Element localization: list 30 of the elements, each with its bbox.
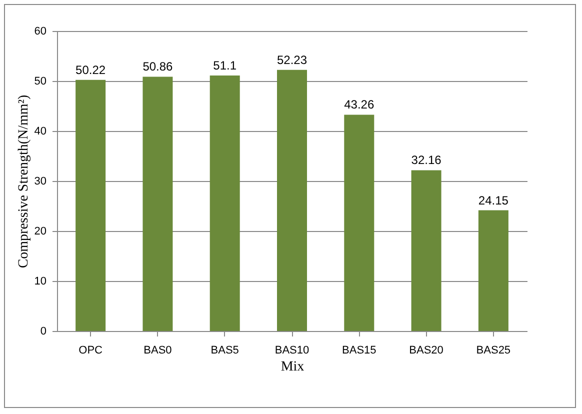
y-tick-label: 0 <box>40 326 46 338</box>
y-axis-title: Compressive Strength(N/mm²) <box>16 94 32 268</box>
data-label: 24.15 <box>478 193 509 208</box>
x-tick-label: OPC <box>78 344 103 356</box>
x-tick-label: BAS20 <box>409 344 444 356</box>
bar <box>411 170 442 331</box>
data-label: 52.23 <box>276 52 308 67</box>
data-label: 32.16 <box>411 153 442 168</box>
y-tick-label: 30 <box>34 176 46 188</box>
data-label: 51.1 <box>213 58 237 72</box>
data-label: 50.22 <box>76 62 106 77</box>
data-label: 50.86 <box>142 60 174 74</box>
y-tick-label: 40 <box>34 126 46 138</box>
bar <box>277 70 307 331</box>
y-tick-label: 60 <box>34 26 46 38</box>
y-tick-label: 20 <box>34 226 46 238</box>
bar <box>76 80 106 331</box>
bar <box>344 114 374 331</box>
x-tick-label: BAS10 <box>274 344 310 356</box>
x-tick-label: BAS15 <box>342 344 376 356</box>
bar <box>142 76 173 331</box>
bar <box>478 210 508 331</box>
bar <box>210 76 240 331</box>
x-tick-label: BAS25 <box>476 344 511 356</box>
x-tick-label: BAS0 <box>144 344 172 356</box>
x-axis-title: Mix <box>280 360 304 374</box>
data-label: 43.26 <box>344 98 374 112</box>
x-tick-label: BAS5 <box>210 344 239 356</box>
y-tick-label: 10 <box>34 276 46 288</box>
y-tick-label: 50 <box>34 76 46 88</box>
